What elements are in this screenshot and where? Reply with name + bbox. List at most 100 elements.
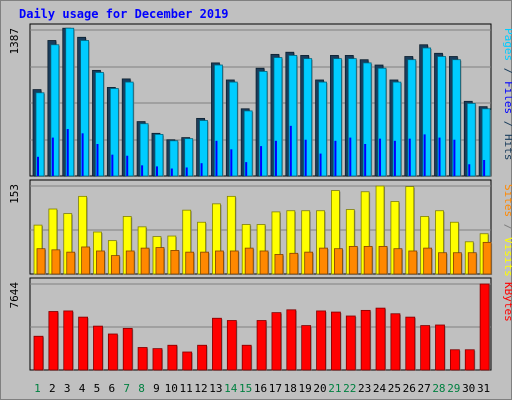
x-tick-label: 23 [358, 382, 371, 395]
pages-bar [468, 164, 471, 176]
kbytes-bar [33, 335, 44, 371]
sites-bar [66, 251, 76, 275]
kbytes-bar [256, 320, 267, 371]
sites-bar [482, 241, 492, 275]
pages-bar [423, 134, 426, 176]
hits-bar [273, 57, 283, 177]
x-tick-label: 28 [432, 382, 445, 395]
kbytes-bar [93, 325, 103, 371]
hits-bar [347, 58, 357, 177]
hits-bar [65, 27, 75, 177]
x-tick-label: 17 [269, 382, 282, 395]
x-tick-label: 25 [388, 382, 401, 395]
legend-hits-files-pages-part: / [502, 114, 512, 134]
hits-bar [377, 67, 387, 177]
hits-bar [258, 71, 268, 177]
hits-bar [333, 58, 342, 177]
pages-bar [141, 165, 144, 176]
hits-bar [95, 72, 104, 177]
sites-bar [467, 252, 477, 275]
hits-bar [50, 44, 60, 177]
pages-bar [408, 138, 411, 176]
hits-bar [422, 47, 432, 177]
hits-bar [437, 56, 446, 177]
x-tick-label: 13 [209, 382, 222, 395]
legend-kbytes: KBytes [502, 282, 512, 322]
sites-bar [289, 252, 299, 275]
pages-bar [200, 163, 203, 176]
kbytes-bar [286, 309, 297, 371]
max-label-2: 153 [8, 184, 21, 204]
sites-bar [452, 252, 462, 275]
kbytes-bar [375, 307, 386, 371]
kbytes-bar [212, 317, 222, 371]
max-label-3: 7644 [8, 282, 21, 309]
sites-bar [229, 250, 239, 275]
hits-bar [139, 123, 149, 177]
kbytes-bar [449, 349, 460, 371]
pages-bar [215, 140, 218, 176]
x-tick-label: 30 [462, 382, 475, 395]
x-tick-label: 26 [403, 382, 416, 395]
sites-bar [36, 248, 46, 275]
hits-bar [199, 120, 208, 177]
kbytes-bar [316, 310, 326, 371]
sites-bar [438, 252, 447, 275]
hits-bar [392, 81, 402, 177]
pages-bar [260, 146, 263, 176]
kbytes-bar [78, 316, 89, 371]
kbytes-bar [197, 344, 207, 371]
kbytes-bar [63, 310, 74, 371]
pages-bar [66, 129, 69, 176]
pages-bar [453, 139, 456, 176]
pages-bar [81, 133, 84, 176]
legend-visits-sites-part: Visits [502, 237, 512, 277]
pages-bar [230, 149, 233, 176]
pages-bar [155, 166, 158, 176]
pages-bar [170, 168, 173, 176]
x-tick-label: 1 [34, 382, 41, 395]
hits-bar [169, 140, 179, 177]
x-tick-label: 18 [284, 382, 297, 395]
x-tick-label: 3 [64, 382, 71, 395]
hits-bar [362, 62, 372, 177]
legend-visits-sites: Sites / Visits [502, 184, 512, 277]
sites-bar [110, 255, 120, 275]
x-tick-label: 10 [165, 382, 178, 395]
sites-bar [51, 249, 61, 275]
sites-bar [334, 248, 343, 275]
kbytes-bar [271, 312, 282, 371]
sites-bar [363, 245, 373, 275]
hits-bar [35, 92, 45, 177]
sites-bar [155, 247, 165, 275]
pages-bar [364, 143, 367, 176]
hits-bar [243, 110, 253, 177]
pages-bar [349, 137, 352, 176]
kbytes-bar [345, 315, 356, 371]
sites-bar [140, 247, 150, 275]
hits-bar [214, 64, 223, 177]
kbytes-bar [167, 344, 178, 371]
kbytes-bar [479, 283, 490, 371]
max-label-1: 1387 [8, 28, 21, 55]
sites-bar [81, 246, 91, 275]
sites-bar [185, 251, 195, 275]
x-tick-label: 22 [343, 382, 356, 395]
pages-bar [304, 139, 307, 176]
kbytes-bar [464, 349, 475, 371]
kbytes-bar [122, 327, 133, 371]
kbytes-bar [435, 324, 445, 371]
x-tick-label: 7 [123, 382, 130, 395]
pages-bar [483, 159, 486, 176]
hits-bar [407, 59, 417, 177]
pages-bar [319, 153, 322, 176]
kbytes-bar [152, 348, 163, 371]
hits-bar [109, 88, 119, 177]
pages-bar [126, 155, 129, 176]
hits-bar [124, 81, 134, 177]
sites-bar [200, 251, 209, 275]
pages-bar [334, 140, 337, 176]
x-tick-label: 5 [94, 382, 101, 395]
hits-bar [154, 133, 164, 177]
